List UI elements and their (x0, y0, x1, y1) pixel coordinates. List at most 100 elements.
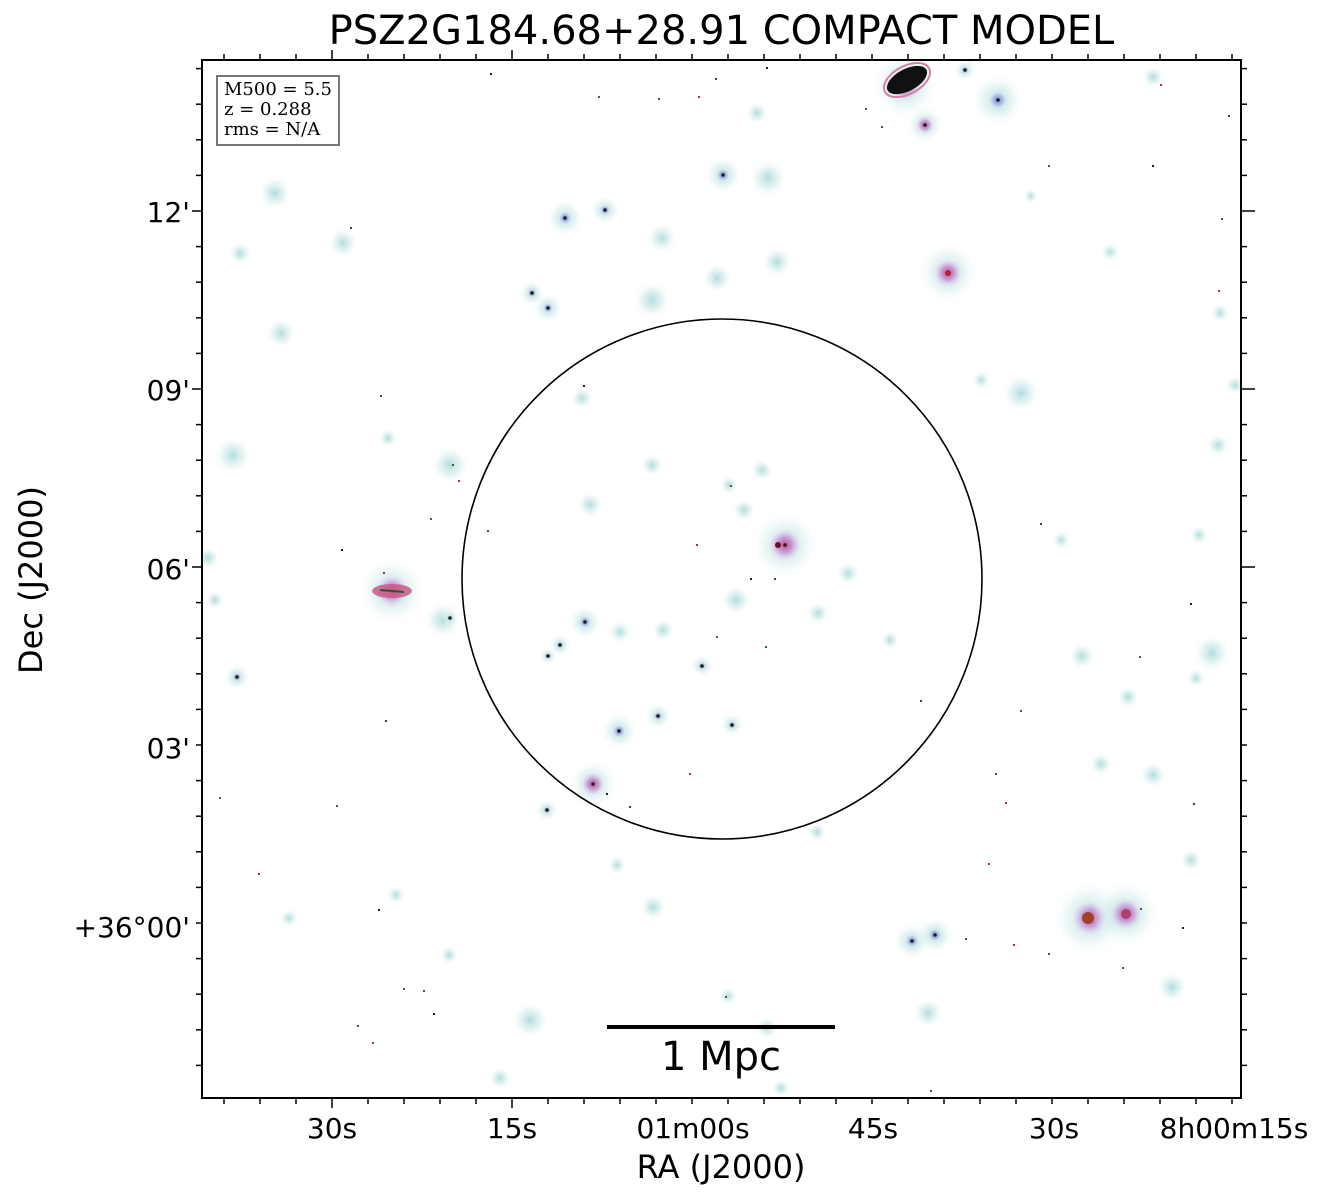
noise-pixel (1160, 84, 1162, 86)
galaxy-core (910, 939, 914, 943)
galaxy-core (603, 208, 607, 212)
noise-pixel (378, 909, 380, 911)
noise-pixel (750, 578, 752, 580)
noise-pixel (689, 773, 691, 775)
noise-pixel (1048, 953, 1050, 955)
galaxy-halo (1089, 752, 1113, 776)
galaxy-halo (228, 241, 252, 265)
galaxy-core (558, 643, 562, 647)
y-tick-label: 12' (147, 196, 190, 229)
aperture-circle (461, 318, 983, 840)
noise-pixel (458, 480, 460, 482)
noise-pixel (920, 700, 922, 702)
galaxy-halo (720, 584, 752, 616)
galaxy-halo (745, 101, 769, 125)
galaxy-core (235, 675, 239, 679)
galaxy-halo (386, 885, 406, 905)
galaxy-halo (701, 262, 733, 294)
noise-pixel (341, 549, 343, 551)
galaxy-halo (1210, 303, 1230, 323)
noise-pixel (725, 996, 727, 998)
noise-pixel (1013, 944, 1015, 946)
galaxy-halo (1139, 761, 1167, 789)
galaxy-halo (719, 475, 739, 495)
noise-pixel (865, 108, 867, 110)
galaxy-halo (205, 590, 225, 610)
galaxy-halo (633, 281, 671, 319)
galaxy-halo (807, 822, 827, 842)
noise-pixel (716, 636, 718, 638)
galaxy-core (933, 933, 937, 937)
noise-pixel (658, 98, 660, 100)
noise-pixel (1122, 967, 1124, 969)
rms-text: rms = N/A (224, 119, 321, 140)
noise-pixel (487, 530, 489, 532)
x-tick-label: 45s (848, 1112, 898, 1145)
galaxy-halo (761, 246, 793, 278)
galaxy-core (530, 291, 534, 295)
galaxy-core (448, 616, 452, 620)
noise-pixel (383, 572, 385, 574)
m500-text: M500 = 5.5 (224, 79, 332, 100)
x-tick-label: 01m00s (636, 1112, 749, 1145)
noise-pixel (219, 797, 221, 799)
galaxy-halo (749, 159, 787, 197)
galaxy-halo (1193, 634, 1231, 672)
noise-pixel (430, 518, 432, 520)
galaxy-halo (836, 561, 860, 585)
noise-pixel (1193, 803, 1195, 805)
galaxy-halo (1023, 188, 1039, 204)
plot-title: PSZ2G184.68+28.91 COMPACT MODEL (328, 8, 1115, 54)
galaxy-core (775, 542, 781, 548)
galaxy-halo (912, 997, 944, 1029)
noise-pixel (1152, 165, 1154, 167)
galaxy-core (730, 723, 734, 727)
noise-pixel (881, 126, 883, 128)
galaxy-halo (1225, 375, 1240, 395)
galaxy-halo (1002, 374, 1040, 412)
noise-pixel (583, 385, 585, 387)
galaxy-halo (257, 175, 293, 211)
y-tick-label: 09' (147, 374, 190, 407)
galaxy-halo (378, 428, 398, 448)
noise-pixel (1048, 165, 1050, 167)
galaxy-core (1082, 912, 1094, 924)
noise-pixel (336, 805, 338, 807)
noise-pixel (766, 67, 768, 69)
noise-pixel (490, 73, 492, 75)
noise-pixel (965, 938, 967, 940)
noise-pixel (696, 544, 698, 546)
galaxy-core (1121, 909, 1131, 919)
noise-pixel (258, 873, 260, 875)
galaxy-core (546, 306, 550, 310)
noise-pixel (995, 773, 997, 775)
noise-pixel (1221, 218, 1223, 220)
galaxy-core (617, 729, 621, 733)
noise-pixel (1228, 115, 1230, 117)
y-axis-label: Dec (J2000) (12, 486, 50, 674)
y-tick-label: 06' (147, 553, 190, 586)
galaxy-halo (651, 618, 675, 642)
noise-pixel (606, 793, 608, 795)
galaxy-halo (718, 986, 738, 1006)
noise-pixel (629, 806, 631, 808)
galaxy-halo (732, 498, 756, 522)
galaxy-halo (203, 546, 220, 570)
x-tick-label: 15s (487, 1112, 537, 1145)
galaxy-halo (1206, 433, 1230, 457)
bright-saturated-source (886, 65, 928, 95)
galaxy-halo (279, 908, 299, 928)
galaxy-halo (1186, 668, 1206, 688)
noise-pixel (357, 1025, 359, 1027)
galaxy-halo (327, 227, 359, 259)
galaxy-halo (646, 222, 678, 254)
galaxy-halo (640, 453, 664, 477)
galaxy-halo (1051, 530, 1071, 550)
galaxy-halo (1156, 971, 1188, 1003)
galaxy-core (563, 216, 567, 220)
noise-pixel (1139, 656, 1141, 658)
x-tick-labels: 30s 15s 01m00s 45s 30s 8h00m15s (307, 1112, 1308, 1145)
galaxy-halo (771, 1078, 791, 1097)
y-tick-label: 03' (147, 732, 190, 765)
